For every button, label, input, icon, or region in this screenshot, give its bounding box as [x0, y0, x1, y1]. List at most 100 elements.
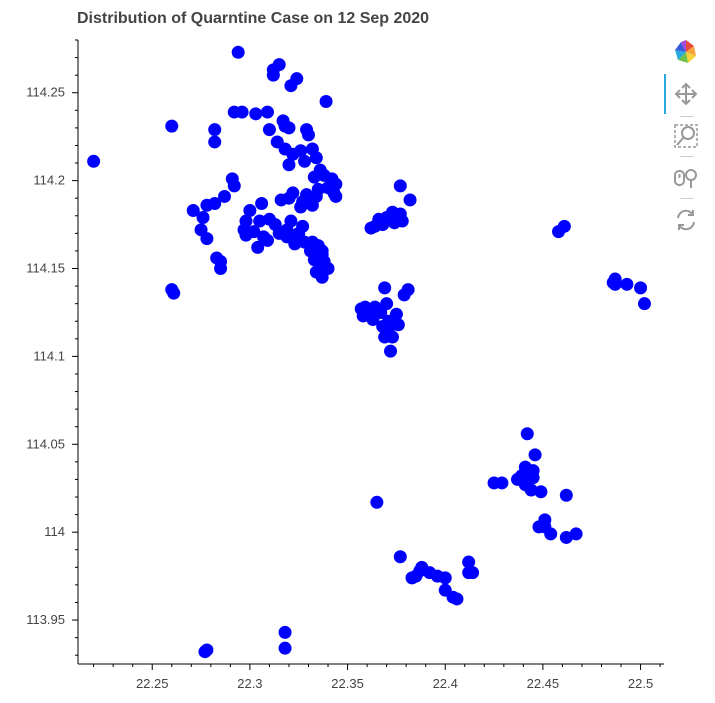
data-point — [637, 297, 651, 311]
data-point — [282, 158, 296, 172]
data-point — [260, 105, 274, 119]
data-point — [231, 45, 245, 59]
data-point — [165, 119, 179, 133]
data-point — [534, 485, 548, 499]
x-tick-label: 22.4 — [433, 676, 458, 691]
toolbar-divider — [680, 116, 694, 117]
pan-tool-icon[interactable] — [672, 80, 700, 108]
y-tick-label: 114.25 — [26, 85, 65, 100]
data-point — [282, 121, 296, 135]
data-point — [311, 182, 325, 196]
wheel-zoom-tool-icon[interactable] — [672, 164, 700, 192]
data-point — [255, 196, 269, 210]
data-point — [384, 344, 398, 358]
x-tick-label: 22.5 — [628, 676, 653, 691]
data-point — [298, 154, 312, 168]
data-point — [438, 571, 452, 585]
data-point — [235, 105, 249, 119]
data-point — [403, 193, 417, 207]
data-point — [401, 283, 415, 297]
data-point — [620, 277, 634, 291]
data-point — [559, 530, 573, 544]
data-point — [391, 318, 405, 332]
y-tick-label: 113.95 — [26, 612, 65, 627]
data-point — [251, 240, 265, 254]
data-point — [262, 123, 276, 137]
x-tick-label: 22.25 — [136, 676, 169, 691]
data-point — [462, 555, 476, 569]
reset-tool-icon[interactable] — [672, 206, 700, 234]
data-point — [272, 58, 286, 72]
data-point — [520, 427, 534, 441]
data-point — [544, 527, 558, 541]
data-point — [286, 186, 300, 200]
data-point — [393, 550, 407, 564]
data-point — [528, 448, 542, 462]
y-tick-label: 114 — [44, 524, 65, 539]
data-point — [315, 244, 329, 258]
data-point — [278, 625, 292, 639]
data-point — [284, 214, 298, 228]
data-point — [186, 204, 200, 218]
data-point — [309, 151, 323, 165]
y-tick-label: 114.05 — [26, 436, 65, 451]
box-zoom-tool-icon[interactable] — [672, 122, 700, 150]
data-point — [380, 297, 394, 311]
data-point — [526, 464, 540, 478]
data-point — [329, 177, 343, 191]
data-point — [249, 107, 263, 121]
data-point — [559, 488, 573, 502]
x-tick-label: 22.35 — [331, 676, 364, 691]
data-point — [208, 135, 222, 149]
data-point — [393, 179, 407, 193]
data-point — [301, 128, 315, 142]
data-point — [200, 643, 214, 657]
data-point — [557, 219, 571, 233]
data-point — [524, 483, 538, 497]
toolbar-divider — [680, 198, 694, 199]
data-point — [87, 154, 101, 168]
x-tick-label: 22.3 — [237, 676, 262, 691]
data-point — [608, 272, 622, 286]
toolbar — [664, 36, 704, 246]
y-tick-label: 114.2 — [33, 173, 65, 188]
data-point — [389, 307, 403, 321]
data-point — [200, 232, 214, 246]
data-point — [321, 262, 335, 276]
data-point — [634, 281, 648, 295]
data-point — [329, 189, 343, 203]
data-point — [208, 123, 222, 137]
chart-title: Distribution of Quarntine Case on 12 Sep… — [77, 10, 430, 27]
data-point — [294, 144, 308, 158]
y-tick-label: 114.15 — [26, 261, 65, 276]
data-point — [227, 179, 241, 193]
data-point — [495, 476, 509, 490]
data-point — [243, 204, 257, 218]
data-point — [167, 286, 181, 300]
data-point — [260, 233, 274, 247]
data-point — [253, 214, 267, 228]
data-point — [466, 566, 480, 580]
toolbar-divider — [680, 156, 694, 157]
points-group — [87, 45, 651, 659]
data-point — [290, 72, 304, 86]
data-point — [278, 641, 292, 655]
data-point — [218, 189, 231, 203]
x-tick-label: 22.45 — [527, 676, 560, 691]
data-point — [569, 527, 583, 541]
data-point — [385, 330, 399, 344]
active-tool-indicator — [664, 74, 666, 114]
bokeh-logo-icon[interactable] — [672, 38, 700, 66]
data-point — [319, 95, 333, 109]
data-point — [247, 225, 261, 239]
data-point — [196, 211, 210, 225]
axes-group: 22.25 22.3 22.35 22.4 22.45 22.5 113.95 114 114.… — [26, 39, 664, 691]
data-point — [296, 219, 310, 233]
y-tick-label: 114.1 — [33, 348, 65, 363]
data-point — [370, 495, 384, 509]
data-point — [208, 196, 222, 210]
data-point — [395, 214, 409, 228]
data-point — [378, 281, 392, 295]
